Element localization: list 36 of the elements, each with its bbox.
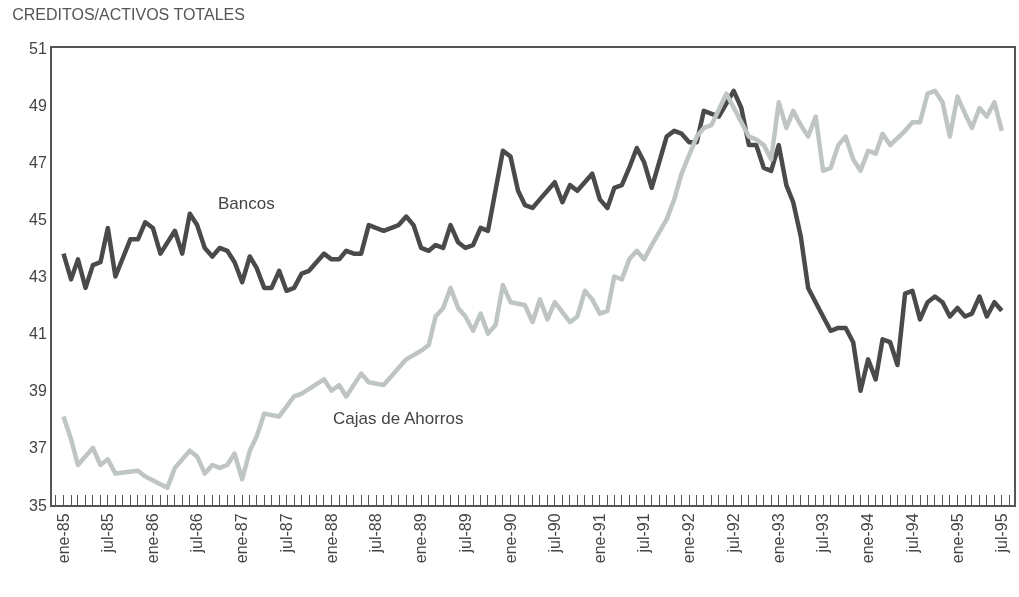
x-tick-label: jul-86 (188, 513, 206, 554)
x-tick-label: jul-92 (724, 513, 742, 554)
y-tick-label: 47 (29, 153, 47, 171)
y-tick-label: 35 (29, 496, 47, 514)
series-label: Bancos (218, 194, 275, 213)
x-tick-label: jul-88 (367, 513, 385, 554)
x-tick-label: jul-94 (903, 513, 921, 554)
x-tick-label: ene-94 (859, 513, 877, 564)
x-tick-label: ene-90 (501, 513, 519, 564)
line-series (61, 88, 1005, 393)
y-tick-label: 39 (29, 382, 47, 400)
x-tick-label: ene-86 (144, 513, 162, 564)
x-tick-label: jul-93 (814, 513, 832, 554)
x-tick-label: ene-91 (591, 513, 609, 564)
x-tick-label: ene-92 (680, 513, 698, 564)
x-tick-label: ene-88 (322, 513, 340, 564)
x-tick-label: jul-89 (456, 513, 474, 554)
y-tick-label: 49 (29, 96, 47, 114)
line-series (61, 88, 1005, 491)
x-tick-label: jul-85 (99, 513, 117, 554)
x-tick-label: jul-87 (277, 513, 295, 554)
y-tick-label: 51 (29, 39, 47, 57)
chart-title: CREDITOS/ACTIVOS TOTALES (12, 6, 245, 24)
x-tick-label: jul-95 (992, 513, 1010, 554)
x-tick-label: ene-87 (233, 513, 251, 564)
y-tick-label: 37 (29, 439, 47, 457)
y-tick-label: 41 (29, 325, 47, 343)
y-tick-label: 43 (29, 268, 47, 286)
x-tick-label: ene-95 (948, 513, 966, 564)
x-tick-label: jul-90 (545, 513, 563, 554)
x-tick-label: jul-91 (635, 513, 653, 554)
x-tick-label: ene-85 (54, 513, 72, 564)
x-tick-label: ene-89 (412, 513, 430, 564)
series-label: Cajas de Ahorros (333, 409, 464, 428)
x-tick-label: ene-93 (769, 513, 787, 564)
y-tick-label: 45 (29, 210, 47, 228)
